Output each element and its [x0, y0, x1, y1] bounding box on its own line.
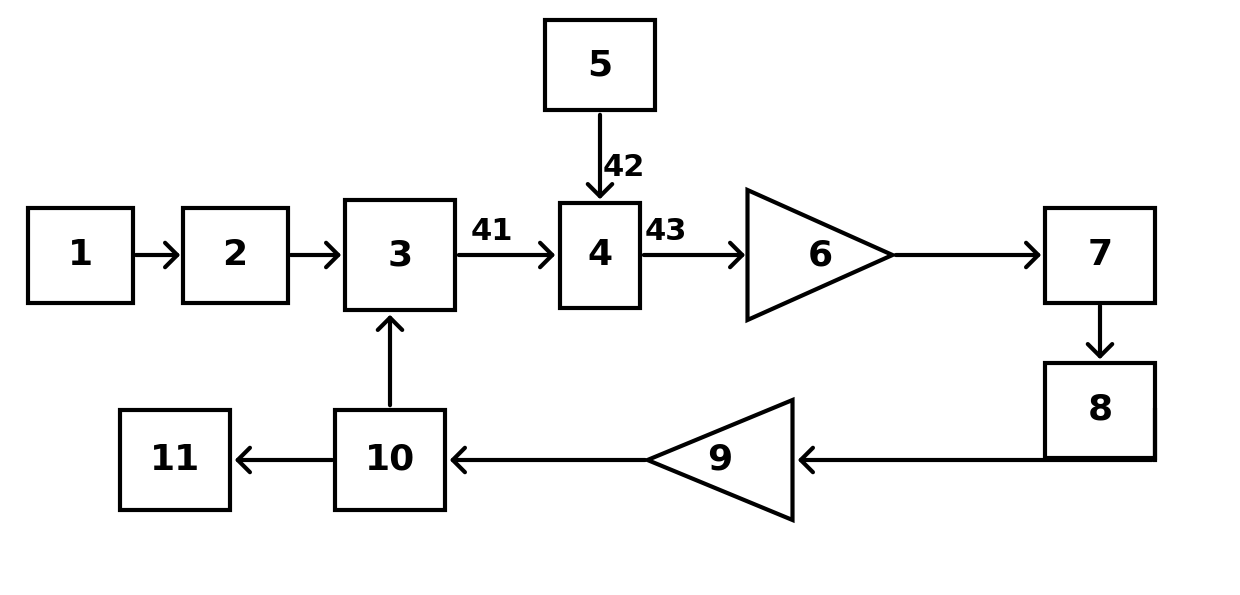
Text: 10: 10 [365, 443, 415, 477]
Text: 11: 11 [150, 443, 200, 477]
Text: 2: 2 [222, 238, 248, 272]
Bar [560, 202, 640, 308]
Text: 43: 43 [645, 218, 687, 246]
Text: 5: 5 [588, 48, 613, 82]
Text: 4: 4 [588, 238, 613, 272]
Text: 9: 9 [707, 443, 733, 477]
Bar [182, 208, 288, 302]
Bar [1045, 362, 1154, 458]
Bar [335, 410, 445, 510]
Text: 6: 6 [807, 238, 832, 272]
Bar [1045, 208, 1154, 302]
Text: 41: 41 [471, 218, 513, 246]
Text: 3: 3 [387, 238, 413, 272]
Bar [120, 410, 229, 510]
Polygon shape [647, 400, 792, 520]
Text: 7: 7 [1087, 238, 1112, 272]
Bar [27, 208, 133, 302]
Text: 42: 42 [603, 154, 645, 183]
Text: 8: 8 [1087, 393, 1112, 427]
Bar [345, 200, 455, 310]
Polygon shape [748, 190, 893, 320]
Text: 1: 1 [67, 238, 93, 272]
Bar [546, 20, 655, 110]
